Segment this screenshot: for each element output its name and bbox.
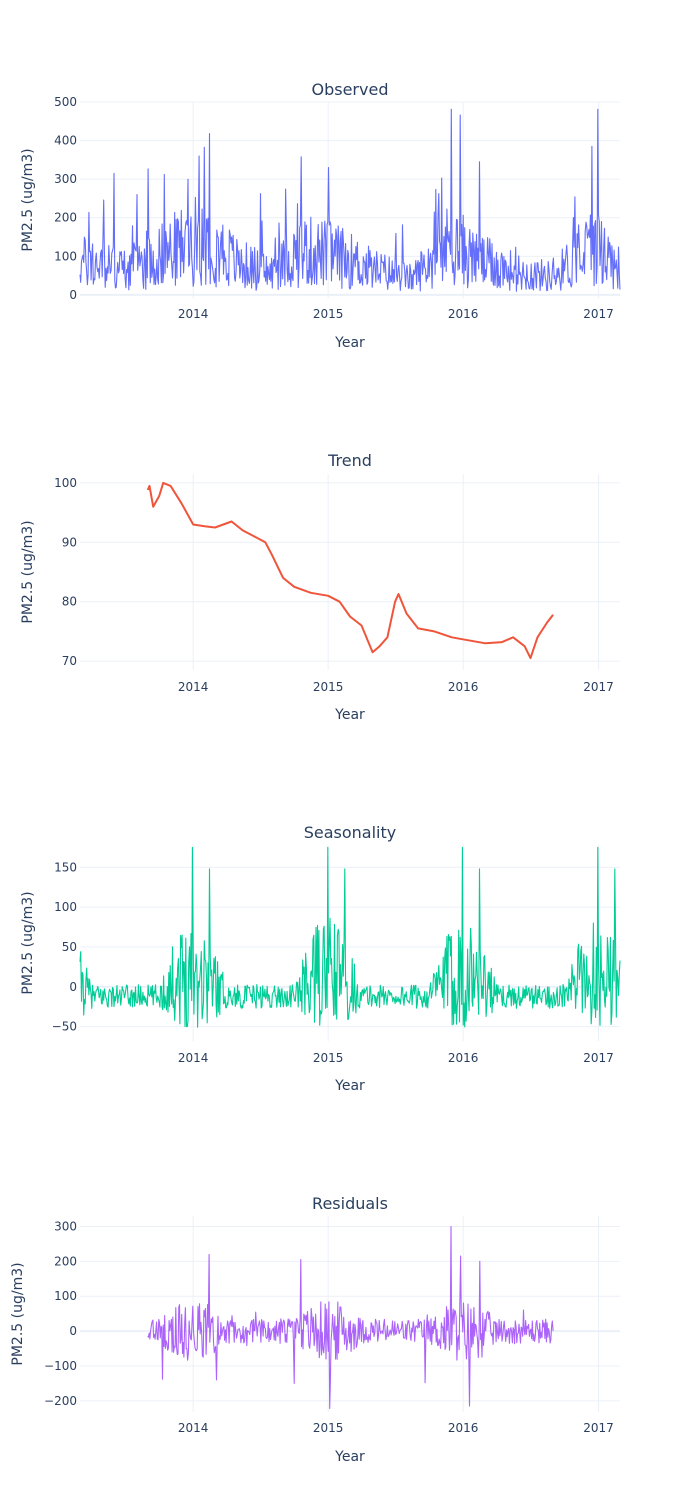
y-tick-label: 100 xyxy=(54,1289,77,1303)
y-tick-label: 0 xyxy=(69,288,77,302)
y-tick-label: 500 xyxy=(54,95,77,109)
y-tick-label: 150 xyxy=(54,860,77,874)
y-tick-label: 400 xyxy=(54,134,77,148)
y-tick-label: 70 xyxy=(62,654,77,668)
x-tick-label: 2014 xyxy=(178,1051,209,1065)
y-axis-label: PM2.5 (ug/m3) xyxy=(20,891,36,994)
chart-title: Observed xyxy=(312,80,389,99)
y-tick-label: 0 xyxy=(69,1324,77,1338)
y-tick-label: 200 xyxy=(54,211,77,225)
x-tick-label: 2015 xyxy=(313,680,344,694)
series-line-seasonality xyxy=(79,846,621,1028)
chart-title: Residuals xyxy=(312,1194,388,1213)
chart-panel-trend: 2014 2015 2016 2017 70 80 90 100 Trend Year PM2.5 … xyxy=(20,451,620,723)
x-tick-label: 2016 xyxy=(448,680,479,694)
chart-panel-seasonality: 2014 2015 2016 2017 −50 0 50 100 150 Seasonality Y… xyxy=(20,823,621,1094)
y-axis-label: PM2.5 (ug/m3) xyxy=(20,148,36,251)
chart-title: Seasonality xyxy=(304,823,397,842)
y-tick-label: 100 xyxy=(54,249,77,263)
x-tick-label: 2014 xyxy=(178,680,209,694)
y-tick-label: 300 xyxy=(54,1219,77,1233)
x-tick-label: 2014 xyxy=(178,1421,209,1435)
x-tick-label: 2017 xyxy=(583,307,614,321)
y-tick-label: 80 xyxy=(62,595,77,609)
y-tick-label: −50 xyxy=(52,1020,77,1034)
series-line-trend xyxy=(146,481,554,660)
x-tick-label: 2016 xyxy=(448,1051,479,1065)
x-tick-label: 2014 xyxy=(178,307,209,321)
x-tick-label: 2015 xyxy=(313,1051,344,1065)
y-axis-label: PM2.5 (ug/m3) xyxy=(20,520,36,623)
series-line-observed xyxy=(79,108,621,292)
x-tick-label: 2017 xyxy=(583,680,614,694)
x-axis-label: Year xyxy=(334,335,365,351)
y-tick-label: 200 xyxy=(54,1254,77,1268)
y-tick-label: −100 xyxy=(44,1359,77,1373)
y-tick-label: 0 xyxy=(69,980,77,994)
chart-title: Trend xyxy=(327,451,372,470)
y-tick-label: −200 xyxy=(44,1394,77,1408)
chart-panel-residuals: 2014 2015 2016 2017 −200 −100 0 100 200 300 Residu… xyxy=(10,1194,620,1465)
x-tick-label: 2017 xyxy=(583,1421,614,1435)
x-tick-label: 2016 xyxy=(448,307,479,321)
x-tick-label: 2017 xyxy=(583,1051,614,1065)
y-tick-label: 50 xyxy=(62,940,77,954)
y-tick-label: 300 xyxy=(54,172,77,186)
x-axis-label: Year xyxy=(334,1449,365,1465)
y-tick-label: 100 xyxy=(54,900,77,914)
chart-panel-observed: 2014 2015 2016 2017 0 100 200 300 400 500 Observed… xyxy=(20,80,621,351)
x-tick-label: 2016 xyxy=(448,1421,479,1435)
y-tick-label: 100 xyxy=(54,476,77,490)
x-axis-label: Year xyxy=(334,707,365,723)
x-tick-label: 2015 xyxy=(313,1421,344,1435)
y-axis-label: PM2.5 (ug/m3) xyxy=(10,1262,26,1365)
series-line-residuals xyxy=(147,1225,554,1410)
x-axis-label: Year xyxy=(334,1078,365,1094)
y-tick-label: 90 xyxy=(62,535,77,549)
x-tick-label: 2015 xyxy=(313,307,344,321)
